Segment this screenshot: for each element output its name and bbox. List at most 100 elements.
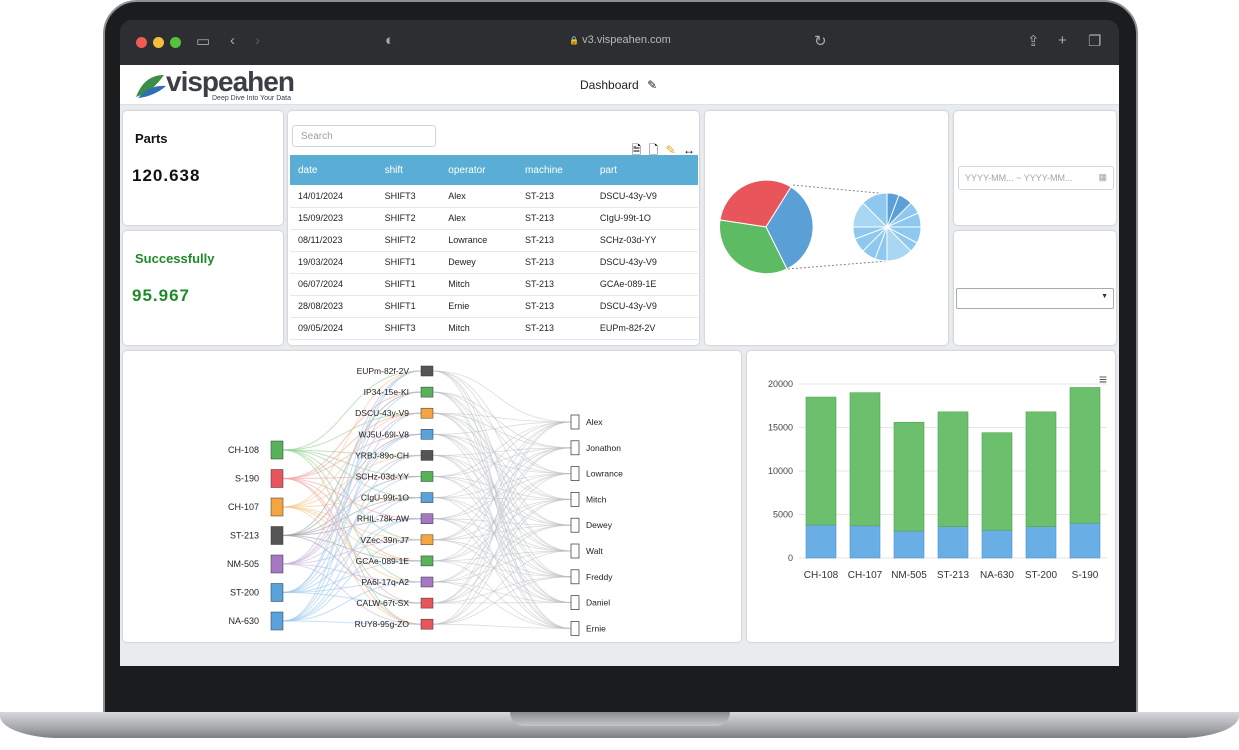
sankey-part-label: CALW-67t-SX bbox=[356, 598, 409, 608]
table-row[interactable]: 15/09/2023 SHIFT2 Alex ST-213 CIgU-99t-1O bbox=[290, 207, 698, 230]
sankey-link bbox=[432, 602, 572, 604]
sankey-link bbox=[432, 421, 572, 498]
sankey-source-node[interactable] bbox=[270, 497, 284, 517]
sankey-part-node[interactable] bbox=[420, 555, 434, 567]
sankey-part-node[interactable] bbox=[420, 365, 434, 377]
x-tick-label: S-190 bbox=[1072, 570, 1099, 581]
table-row[interactable]: 06/07/2024 SHIFT1 Mitch ST-213 GCAe-089-1E bbox=[290, 273, 698, 296]
x-tick-label: ST-200 bbox=[1025, 570, 1058, 581]
sankey-source-node[interactable] bbox=[270, 583, 284, 602]
sankey-part-node[interactable] bbox=[420, 407, 434, 419]
sankey-source-label: CH-108 bbox=[228, 445, 259, 455]
sankey-part-node[interactable] bbox=[420, 576, 434, 588]
sankey-part-node[interactable] bbox=[420, 492, 434, 503]
sankey-source-node[interactable] bbox=[270, 526, 284, 545]
column-header-part[interactable]: part bbox=[591, 155, 698, 185]
sankey-part-node[interactable] bbox=[420, 471, 434, 482]
sankey-link bbox=[432, 421, 572, 604]
table-row[interactable]: 19/03/2024 SHIFT1 Dewey ST-213 DSCU-43y-V9 bbox=[290, 251, 698, 274]
table-row[interactable]: 14/01/2024 SHIFT3 Alex ST-213 DSCU-43y-V9 bbox=[290, 185, 698, 208]
sankey-link bbox=[432, 473, 572, 625]
back-icon[interactable]: ‹ bbox=[230, 32, 235, 49]
y-tick-label: 5000 bbox=[773, 510, 793, 520]
resize-columns-icon[interactable]: ↔ bbox=[683, 143, 695, 157]
sankey-link bbox=[432, 497, 572, 500]
sankey-operator-node[interactable] bbox=[570, 466, 580, 481]
tabs-overview-icon[interactable]: ❐ bbox=[1088, 33, 1102, 50]
sankey-source-label: ST-213 bbox=[230, 531, 259, 541]
shield-icon[interactable]: ◐ bbox=[385, 32, 395, 49]
new-tab-icon[interactable]: + bbox=[1058, 32, 1067, 49]
magic-wand-icon[interactable]: ✎ bbox=[665, 143, 676, 157]
forward-icon[interactable]: › bbox=[255, 32, 260, 49]
sankey-operator-node[interactable] bbox=[570, 492, 580, 507]
sankey-part-node[interactable] bbox=[420, 429, 434, 440]
sankey-source-node[interactable] bbox=[270, 440, 284, 460]
sankey-source-label: S-190 bbox=[235, 474, 259, 484]
column-header-date[interactable]: date bbox=[290, 155, 377, 185]
bar-segment[interactable] bbox=[981, 529, 1013, 559]
table-cell: SHIFT3 bbox=[376, 317, 441, 340]
bar-segment[interactable] bbox=[1025, 411, 1057, 527]
sankey-part-node[interactable] bbox=[420, 450, 434, 461]
close-window-button[interactable] bbox=[136, 37, 147, 48]
table-row[interactable]: 08/11/2023 SHIFT2 Lowrance ST-213 SCHz-03d-Y… bbox=[290, 229, 698, 252]
url-text: v3.vispeahen.com bbox=[582, 34, 671, 46]
sankey-link bbox=[432, 433, 572, 578]
sankey-link bbox=[282, 497, 422, 565]
sidebar-icon[interactable]: ▭ bbox=[196, 33, 211, 50]
sankey-part-node[interactable] bbox=[420, 513, 434, 524]
sankey-operator-node[interactable] bbox=[570, 440, 580, 456]
edit-icon[interactable]: ✎ bbox=[647, 78, 658, 92]
bar-segment[interactable] bbox=[893, 530, 925, 559]
pdf-export-icon[interactable]: 🗋 bbox=[648, 143, 659, 157]
share-icon[interactable]: ⇪ bbox=[1027, 33, 1040, 50]
filter-dropdown[interactable]: ▼ bbox=[956, 288, 1114, 309]
maximize-window-button[interactable] bbox=[170, 37, 181, 48]
bar-segment[interactable] bbox=[805, 524, 837, 559]
sankey-source-node[interactable] bbox=[270, 554, 284, 574]
chart-menu-icon[interactable]: ≡ bbox=[1098, 371, 1107, 387]
sankey-link bbox=[432, 473, 572, 583]
sankey-link bbox=[432, 370, 572, 578]
sankey-operator-node[interactable] bbox=[570, 517, 580, 533]
bar-segment[interactable] bbox=[981, 432, 1013, 531]
address-bar[interactable]: 🔒 v3.vispeahen.com bbox=[560, 34, 680, 46]
pie-slice-blue[interactable] bbox=[765, 186, 814, 270]
bar-segment[interactable] bbox=[1069, 522, 1101, 559]
bar-segment[interactable] bbox=[937, 526, 969, 559]
column-header-operator[interactable]: operator bbox=[440, 155, 518, 185]
column-header-shift[interactable]: shift bbox=[376, 155, 441, 185]
sankey-operator-node[interactable] bbox=[570, 414, 580, 430]
bar-segment[interactable] bbox=[1025, 526, 1057, 559]
sankey-operator-node[interactable] bbox=[570, 595, 580, 610]
date-range-input[interactable]: YYYY-MM... ~ YYYY-MM... ▦ bbox=[958, 166, 1114, 190]
table-row[interactable]: 28/08/2023 SHIFT1 Ernie ST-213 DSCU-43y-V9 bbox=[290, 295, 698, 318]
reload-icon[interactable]: ↻ bbox=[814, 33, 827, 50]
sankey-operator-node[interactable] bbox=[570, 543, 580, 559]
sankey-part-node[interactable] bbox=[420, 597, 434, 609]
records-table-card: Search 🗎 🗋 ✎ ↔ date shift operator machi… bbox=[288, 111, 699, 345]
bar-segment[interactable] bbox=[805, 396, 837, 526]
sankey-operator-node[interactable] bbox=[570, 621, 580, 636]
sankey-source-node[interactable] bbox=[270, 469, 284, 488]
column-header-machine[interactable]: machine bbox=[517, 155, 592, 185]
bar-segment[interactable] bbox=[937, 411, 969, 527]
pie-slice-green[interactable] bbox=[719, 219, 788, 275]
sankey-part-node[interactable] bbox=[420, 386, 434, 398]
success-value: 95.967 bbox=[132, 286, 190, 305]
sankey-part-node[interactable] bbox=[420, 618, 434, 630]
bar-segment[interactable] bbox=[849, 525, 881, 559]
minimize-window-button[interactable] bbox=[153, 37, 164, 48]
sankey-link bbox=[432, 518, 572, 629]
sankey-part-node[interactable] bbox=[420, 534, 434, 546]
bar-segment[interactable] bbox=[1069, 387, 1101, 524]
table-row[interactable]: 09/05/2024 SHIFT3 Mitch ST-213 EUPm-82f-2V bbox=[290, 317, 698, 340]
excel-export-icon[interactable]: 🗎 bbox=[631, 143, 642, 157]
bar-segment[interactable] bbox=[893, 421, 925, 532]
sankey-operator-node[interactable] bbox=[570, 569, 580, 585]
search-input[interactable]: Search bbox=[292, 125, 436, 147]
sankey-source-node[interactable] bbox=[270, 611, 284, 631]
bar-segment[interactable] bbox=[849, 392, 881, 527]
brand-logo[interactable]: vispeahen Deep Dive Into Your Data bbox=[134, 66, 304, 103]
